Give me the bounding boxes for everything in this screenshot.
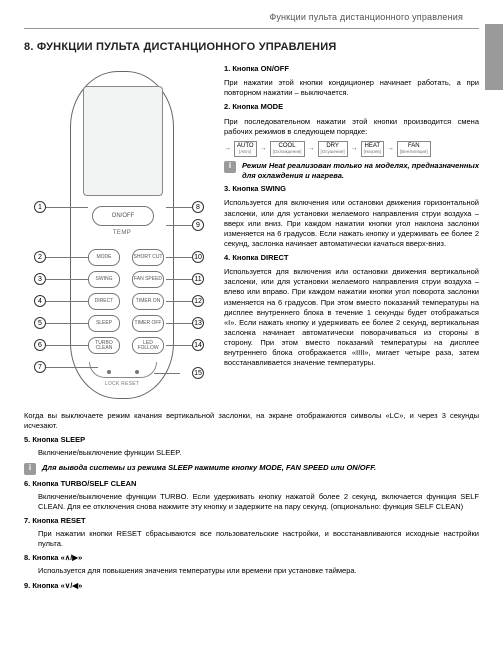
callout-13: 13 — [192, 317, 204, 329]
heading-reset: 7. Кнопка RESET — [24, 516, 479, 526]
text-up: Используется для повышения значения темп… — [24, 566, 479, 576]
callout-3: 3 — [34, 273, 46, 285]
arrow-icon: → — [224, 144, 231, 153]
text-sleep: Включение/выключение функции SLEEP. — [24, 448, 479, 458]
callout-7: 7 — [34, 361, 46, 373]
mode-button: MODE — [88, 249, 120, 266]
description-column: 1. Кнопка ON/OFF При нажатии этой кнопки… — [224, 61, 479, 411]
timeron-button: TIMER ON — [132, 293, 164, 310]
heading-up: 8. Кнопка «∧/▶» — [24, 553, 479, 563]
callout-12: 12 — [192, 295, 204, 307]
lead-6 — [46, 345, 88, 346]
callout-10: 10 — [192, 251, 204, 263]
text-onoff: При нажатии этой кнопки кондиционер начи… — [224, 78, 479, 98]
lead-1 — [46, 207, 88, 208]
mode-auto: AUTO[Авто] — [234, 141, 257, 157]
mode-auto-sub: [Авто] — [239, 149, 251, 154]
sleep-button: SLEEP — [88, 315, 120, 332]
mode-fan-sub: [Вентиляция] — [400, 149, 428, 154]
callout-1: 1 — [34, 201, 46, 213]
note-sleep-text: Для вывода системы из режима SLEEP нажми… — [42, 463, 376, 473]
arrow-icon: → — [308, 144, 315, 153]
mode-fan: FAN[Вентиляция] — [397, 141, 431, 157]
lock-reset-label: LOCK RESET — [71, 381, 173, 387]
heading-onoff: 1. Кнопка ON/OFF — [224, 64, 479, 74]
heading-sleep: 5. Кнопка SLEEP — [24, 435, 479, 445]
mode-dry: DRY[Осушение] — [318, 141, 348, 157]
swing-button: SWING — [88, 271, 120, 288]
heading-swing: 3. Кнопка SWING — [224, 184, 479, 194]
text-swing: Используется для включения или остановки… — [224, 198, 479, 249]
lead-15 — [154, 373, 180, 374]
mode-sequence: → AUTO[Авто] → COOL[Охлаждение] → DRY[Ос… — [224, 141, 479, 157]
remote-diagram: ON/OFF TEMP MODE SHORT CUT SWING FAN SPE… — [24, 61, 214, 411]
turbo-button: TURBO CLEAN — [88, 337, 120, 354]
heading-turbo: 6. Кнопка TURBO/SELF CLEAN — [24, 479, 479, 489]
remote-outline: ON/OFF TEMP MODE SHORT CUT SWING FAN SPE… — [70, 71, 174, 399]
bottom-section: Когда вы выключаете режим качания вертик… — [0, 411, 503, 604]
text-mode: При последовательном нажатии этой кнопки… — [224, 117, 479, 137]
text-direct-cont: Когда вы выключаете режим качания вертик… — [24, 411, 479, 431]
timeroff-button: TIMER OFF — [132, 315, 164, 332]
lead-7 — [46, 367, 98, 368]
heading-down: 9. Кнопка «∨/◀» — [24, 581, 479, 591]
mode-dry-sub: [Осушение] — [321, 149, 345, 154]
temp-label: TEMP — [71, 230, 173, 236]
heading-direct: 4. Кнопка DIRECT — [224, 253, 479, 263]
callout-15: 15 — [192, 367, 204, 379]
fanspeed-button: FAN SPEED — [132, 271, 164, 288]
text-turbo: Включение/выключение функции TURBO. Если… — [24, 492, 479, 512]
callout-9: 9 — [192, 219, 204, 231]
callout-6: 6 — [34, 339, 46, 351]
lead-3 — [46, 279, 88, 280]
side-tab — [485, 24, 503, 90]
lead-13 — [166, 323, 192, 324]
led-button: LED FOLLOW — [132, 337, 164, 354]
lead-4 — [46, 301, 88, 302]
callout-14: 14 — [192, 339, 204, 351]
lead-11 — [166, 279, 192, 280]
remote-screen — [83, 86, 163, 196]
mode-cool: COOL[Охлаждение] — [270, 141, 305, 157]
callout-5: 5 — [34, 317, 46, 329]
text-direct: Используется для включения или остановки… — [224, 267, 479, 368]
mode-heat: HEAT[Нагрев] — [361, 141, 384, 157]
section-number: 8. — [24, 41, 34, 53]
onoff-button: ON/OFF — [92, 206, 154, 226]
lock-dot — [107, 370, 111, 374]
lead-5 — [46, 323, 88, 324]
text-reset: При нажатии кнопки RESET сбрасываются вс… — [24, 529, 479, 549]
note-heat: i Режим Heat реализован только на моделя… — [224, 161, 479, 181]
remote-arc — [89, 362, 157, 378]
mode-cool-sub: [Охлаждение] — [273, 149, 302, 154]
lead-14 — [166, 345, 192, 346]
callout-2: 2 — [34, 251, 46, 263]
lead-12 — [166, 301, 192, 302]
lead-2 — [46, 257, 88, 258]
page-header: Функции пульта дистанционного управления — [0, 0, 503, 26]
lead-8 — [166, 207, 192, 208]
arrow-icon: → — [387, 144, 394, 153]
section-title: 8. ФУНКЦИИ ПУЛЬТА ДИСТАНЦИОННОГО УПРАВЛЕ… — [0, 29, 503, 61]
lead-9 — [166, 225, 192, 226]
info-icon: i — [24, 463, 36, 475]
section-title-text: ФУНКЦИИ ПУЛЬТА ДИСТАНЦИОННОГО УПРАВЛЕНИЯ — [37, 41, 337, 53]
arrow-icon: → — [351, 144, 358, 153]
reset-dot — [135, 370, 139, 374]
callout-11: 11 — [192, 273, 204, 285]
info-icon: i — [224, 161, 236, 173]
mode-heat-sub: [Нагрев] — [364, 149, 381, 154]
shortcut-button: SHORT CUT — [132, 249, 164, 266]
lead-10 — [166, 257, 192, 258]
heading-mode: 2. Кнопка MODE — [224, 102, 479, 112]
callout-8: 8 — [192, 201, 204, 213]
note-heat-text: Режим Heat реализован только на моделях,… — [242, 161, 479, 181]
callout-4: 4 — [34, 295, 46, 307]
note-sleep: i Для вывода системы из режима SLEEP наж… — [24, 463, 479, 475]
arrow-icon: → — [260, 144, 267, 153]
direct-button: DIRECT — [88, 293, 120, 310]
